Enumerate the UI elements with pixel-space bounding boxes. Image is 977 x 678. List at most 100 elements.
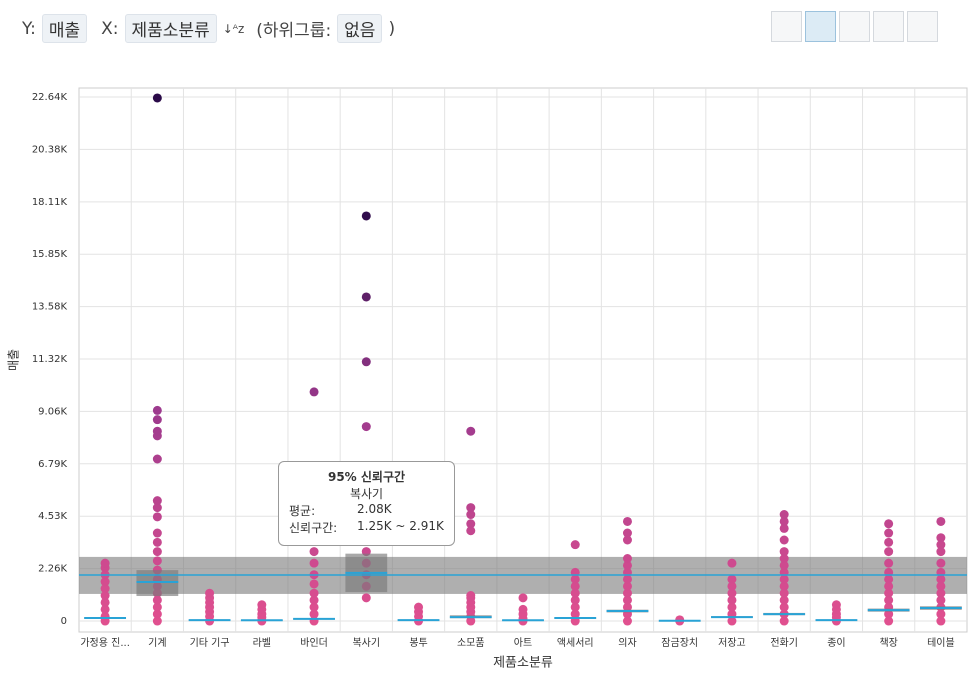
y-tick-label: 0: [61, 616, 67, 627]
point: [779, 523, 789, 533]
point: [152, 547, 162, 557]
point: [622, 554, 632, 564]
point: [727, 574, 737, 584]
point: [152, 528, 162, 538]
point: [152, 405, 162, 415]
y-tick-label: 13.58K: [32, 302, 68, 313]
point: [361, 292, 371, 302]
point: [100, 558, 110, 568]
bar-button[interactable]: [907, 11, 938, 42]
point: [152, 602, 162, 612]
point: [152, 503, 162, 513]
point: [152, 496, 162, 506]
tooltip: 95% 신뢰구간 복사기 평균: 2.08K 신뢰구간: 1.25K ~ 2.91K: [278, 461, 455, 546]
point: [936, 516, 946, 526]
y-field[interactable]: 매출: [41, 14, 88, 43]
x-tick-label: 전화기: [770, 637, 798, 649]
point: [884, 588, 894, 598]
strip-button[interactable]: [805, 11, 836, 42]
point: [936, 574, 946, 584]
point: [727, 602, 737, 612]
point: [100, 604, 110, 614]
point: [466, 591, 476, 601]
x-field[interactable]: 제품소분류: [124, 14, 217, 43]
point: [152, 512, 162, 522]
x-tick-label: 가정용 진...: [80, 637, 130, 649]
point: [831, 600, 841, 610]
point: [309, 595, 319, 605]
point: [727, 581, 737, 591]
tooltip-row: 신뢰구간: 1.25K ~ 2.91K: [289, 519, 444, 536]
point: [570, 588, 580, 598]
x-tick-label: 기타 기구: [190, 637, 230, 649]
point: [936, 581, 946, 591]
point: [884, 595, 894, 605]
x-tick-label: 복사기: [352, 637, 380, 649]
x-tick-label: 기계: [148, 637, 166, 649]
category-ci: [136, 570, 179, 597]
point: [779, 560, 789, 570]
point: [466, 510, 476, 520]
point: [936, 616, 946, 626]
point: [884, 616, 894, 626]
point: [518, 593, 528, 603]
point: [727, 616, 737, 626]
point: [884, 519, 894, 529]
point: [779, 547, 789, 557]
group-label: (하위그룹:: [256, 21, 332, 41]
point: [936, 533, 946, 543]
point: [152, 537, 162, 547]
tooltip-title: 95% 신뢰구간: [327, 470, 406, 484]
point: [466, 426, 476, 436]
x-axis-title: 제품소분류: [493, 656, 553, 671]
point: [570, 574, 580, 584]
y-tick-label: 18.11K: [32, 197, 68, 208]
box-button[interactable]: [771, 11, 802, 42]
x-tick-label: 액세서리: [557, 637, 594, 649]
group-field[interactable]: 없음: [337, 14, 383, 43]
tooltip-category: 복사기: [349, 487, 384, 501]
point: [936, 588, 946, 598]
group-close: ): [388, 18, 396, 39]
toolbar: [771, 11, 938, 42]
point: [622, 560, 632, 570]
point: [779, 516, 789, 526]
x-tick-label: 저장고: [718, 637, 746, 649]
point: [936, 609, 946, 619]
point: [779, 535, 789, 545]
header: Y: 매출 X: 제품소분류 ↓ᴬz (하위그룹: 없음 ): [22, 14, 395, 43]
point: [727, 558, 737, 568]
point: [936, 558, 946, 568]
point: [152, 426, 162, 436]
point: [936, 540, 946, 550]
point: [309, 387, 319, 397]
point: [622, 581, 632, 591]
x-tick-label: 라벨: [253, 637, 271, 649]
point: [152, 616, 162, 626]
point: [309, 588, 319, 598]
point: [884, 547, 894, 557]
x-tick-label: 의자: [618, 637, 636, 649]
x-tick-label: 종이: [827, 637, 845, 649]
point: [622, 574, 632, 584]
point: [622, 516, 632, 526]
x-tick-label: 소모품: [457, 637, 485, 649]
x-tick-label: 잠금장치: [661, 637, 698, 649]
tooltip-value: 1.25K ~ 2.91K: [357, 519, 444, 533]
point: [309, 558, 319, 568]
point: [884, 528, 894, 538]
sort-icon[interactable]: ↓ᴬz: [222, 21, 245, 36]
line-button[interactable]: [839, 11, 870, 42]
point: [727, 595, 737, 605]
y-label: Y:: [22, 18, 36, 39]
point: [779, 554, 789, 564]
point: [622, 535, 632, 545]
violin-button[interactable]: [873, 11, 904, 42]
point: [361, 357, 371, 367]
y-tick-label: 2.26K: [38, 564, 67, 575]
y-tick-label: 6.79K: [38, 459, 67, 470]
point: [622, 616, 632, 626]
point: [884, 609, 894, 619]
